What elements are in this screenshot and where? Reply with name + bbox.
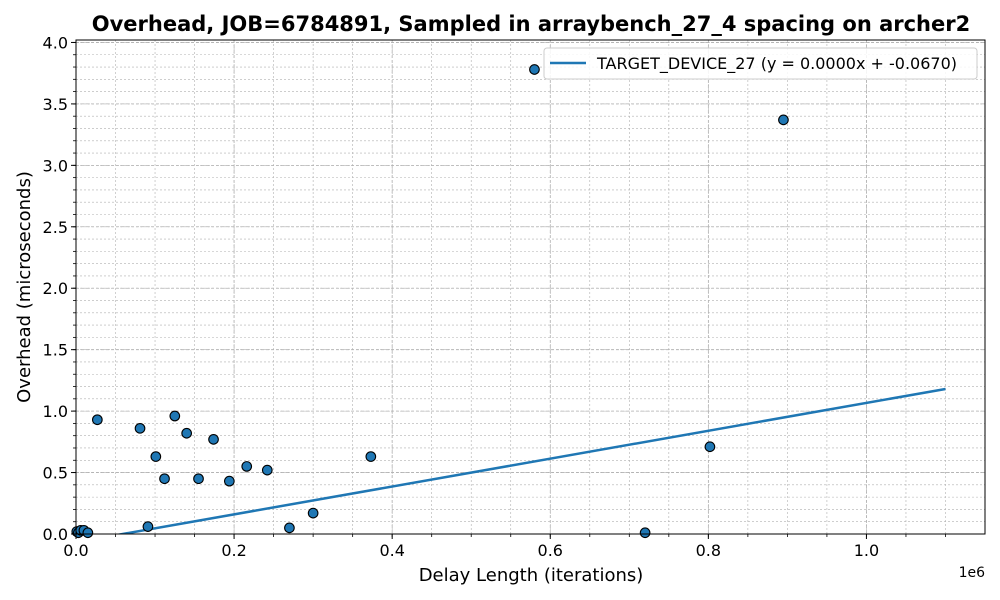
data-point (142, 521, 154, 532)
y-tick-label: 2.5 (43, 218, 68, 237)
fit-line-layer (115, 387, 946, 534)
y-tick-label: 3.5 (43, 95, 68, 114)
y-tick-label: 2.0 (43, 279, 68, 298)
data-point (150, 451, 162, 462)
data-point (284, 522, 295, 534)
y-tick-label: 3.0 (43, 156, 68, 175)
data-point (241, 461, 253, 472)
data-point (208, 434, 219, 445)
data-point (307, 507, 319, 519)
data-point (181, 427, 193, 439)
data-point (529, 64, 540, 75)
x-axis-offset-label: 1e6 (959, 565, 986, 581)
data-point (223, 475, 235, 487)
x-tick-label: 0.4 (379, 541, 404, 560)
data-point (91, 414, 103, 426)
y-tick-label: 1.0 (43, 402, 68, 421)
axis-ticks: 0.0 0.2 0.4 0.6 0.8 1.0 0.0 0.5 1.0 1.5 2.0 2.5 3.0 3… (43, 33, 946, 560)
legend-box (543, 47, 978, 80)
x-tick-label: 0.2 (221, 541, 246, 560)
x-tick-label: 0.8 (696, 541, 721, 560)
data-point (639, 527, 651, 539)
data-point (704, 441, 716, 453)
legend-label: TARGET_DEVICE_27 (y = 0.0000x + -0.0670) (596, 54, 957, 74)
data-point (169, 410, 181, 422)
x-tick-label: 1.0 (854, 541, 879, 560)
x-axis-label: Delay Length (iterations) (419, 565, 644, 586)
y-tick-label: 4.0 (43, 33, 68, 52)
fit-line (115, 387, 946, 534)
data-point (159, 473, 170, 485)
data-point (261, 464, 273, 476)
legend: TARGET_DEVICE_27 (y = 0.0000x + -0.0670) (543, 47, 978, 80)
data-point (82, 527, 94, 539)
x-tick-label: 0.0 (63, 541, 88, 560)
y-tick-label: 0.5 (43, 464, 68, 483)
chart-title: Overhead, JOB=6784891, Sampled in arrayb… (92, 12, 970, 36)
y-axis-label: Overhead (microseconds) (14, 171, 35, 403)
y-tick-label: 0.0 (43, 525, 68, 544)
y-tick-label: 1.5 (43, 341, 68, 360)
data-point (134, 422, 146, 434)
data-point (778, 114, 789, 126)
data-point (365, 451, 377, 462)
x-tick-label: 0.6 (538, 541, 563, 560)
scatter-points (71, 64, 789, 539)
plot-frame (75, 39, 986, 535)
data-point (193, 473, 204, 485)
